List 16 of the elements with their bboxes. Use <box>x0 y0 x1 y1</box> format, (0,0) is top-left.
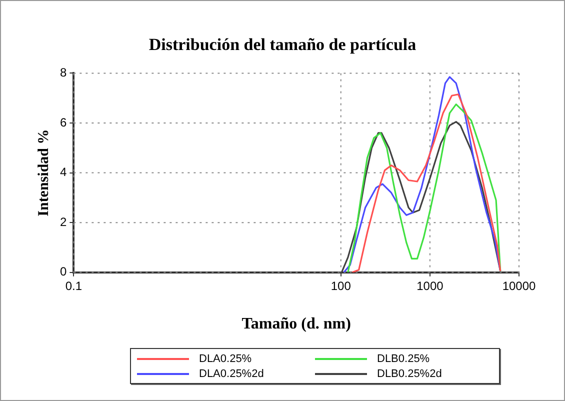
legend-label: DLB0.25% <box>377 352 430 364</box>
x-tick-label: 100 <box>330 278 352 293</box>
y-tick-label: 4 <box>60 165 67 180</box>
y-tick-label: 6 <box>60 115 67 130</box>
legend-label: DLA0.25%2d <box>199 368 264 380</box>
x-tick-label: 0.1 <box>65 278 82 293</box>
y-tick-label: 8 <box>60 66 67 80</box>
x-axis-title: Tamaño (d. nm) <box>242 316 351 333</box>
legend-label: DLB0.25%2d <box>377 368 442 380</box>
x-tick-label: 1000 <box>416 278 444 293</box>
y-tick-label: 0 <box>60 264 67 279</box>
chart-title: Distribución del tamaño de partícula <box>148 35 418 55</box>
y-axis-title: Intensidad % <box>36 129 52 216</box>
x-tick-label: 10000 <box>502 278 536 293</box>
y-tick-label: 2 <box>60 214 67 229</box>
legend-label: DLA0.25% <box>199 352 252 364</box>
